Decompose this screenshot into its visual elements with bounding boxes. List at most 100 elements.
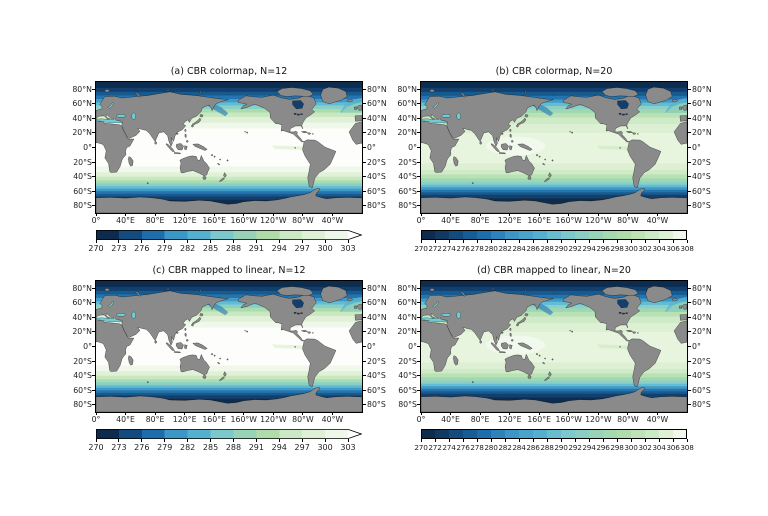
ocean-band bbox=[96, 315, 362, 322]
colorbar-tick-mark bbox=[490, 439, 492, 442]
y-tick-label-right: 40°N bbox=[692, 312, 712, 322]
colorbar-tick-label: 302 bbox=[638, 443, 652, 452]
colorbar-tick-label: 272 bbox=[428, 443, 442, 452]
ocean-feature bbox=[666, 301, 687, 312]
colorbar-tick-label: 286 bbox=[526, 244, 540, 253]
colorbar-tick-label: 297 bbox=[294, 443, 310, 452]
colorbar-tick-label: 300 bbox=[317, 443, 333, 452]
y-tick-label-left: 80°N bbox=[72, 84, 92, 94]
colorbar-outline bbox=[96, 230, 362, 240]
y-tick-mark-left bbox=[417, 176, 420, 178]
y-tick-mark-left bbox=[92, 375, 95, 377]
ocean-band bbox=[96, 166, 362, 173]
y-tick-mark-right bbox=[688, 190, 691, 192]
colorbar-tick-mark bbox=[574, 240, 576, 243]
ocean-feature bbox=[666, 102, 687, 113]
y-tick-mark-right bbox=[688, 205, 691, 207]
colorbar-tick-mark bbox=[476, 240, 478, 243]
x-tick-label: 80°E bbox=[470, 415, 490, 424]
y-tick-label-left: 60°S bbox=[398, 186, 417, 196]
y-tick-mark-right bbox=[688, 360, 691, 362]
x-tick-mark bbox=[302, 213, 304, 216]
y-tick-mark-left bbox=[92, 404, 95, 406]
colorbar-extend-arrow bbox=[348, 230, 362, 240]
ocean-band bbox=[421, 383, 687, 387]
colorbar-tick-mark bbox=[324, 439, 326, 442]
ocean-band bbox=[96, 188, 362, 192]
y-tick-mark-left bbox=[92, 360, 95, 362]
y-tick-mark-right bbox=[688, 302, 691, 304]
x-tick-label: 40°E bbox=[441, 216, 460, 225]
y-tick-label-right: 20°S bbox=[367, 157, 386, 167]
y-tick-mark-left bbox=[417, 346, 420, 347]
ocean-band bbox=[421, 323, 687, 333]
x-tick-label: 80°E bbox=[470, 216, 490, 225]
colorbar-tick-mark bbox=[278, 240, 280, 243]
y-tick-label-right: 40°S bbox=[692, 371, 711, 381]
colorbar-tick-label: 284 bbox=[512, 244, 526, 253]
panel-d-title: (d) CBR mapped to linear, N=20 bbox=[477, 265, 631, 276]
y-tick-label-right: 80°N bbox=[692, 84, 712, 94]
x-tick-mark bbox=[597, 213, 599, 216]
ocean-band bbox=[96, 186, 362, 189]
y-tick-label-right: 40°S bbox=[367, 371, 386, 381]
ocean-band bbox=[421, 87, 687, 93]
panel-a: (a) CBR colormap, N=12 80°N 80°N 60°N 60°N 4… bbox=[72, 66, 386, 253]
colorbar-tick-label: 290 bbox=[554, 443, 568, 452]
colorbar-tick-label: 303 bbox=[340, 443, 356, 452]
ocean-band bbox=[421, 174, 687, 179]
colorbar-segment bbox=[533, 230, 548, 240]
y-tick-label-left: 60°N bbox=[397, 298, 417, 308]
colorbar-segment bbox=[659, 230, 674, 240]
colorbar-tick-mark bbox=[164, 439, 166, 442]
y-tick-mark-right bbox=[688, 287, 691, 289]
colorbar-tick-label: 308 bbox=[680, 244, 694, 253]
x-tick-mark bbox=[420, 213, 422, 216]
ocean-feature bbox=[596, 145, 628, 151]
y-tick-mark-right bbox=[363, 302, 366, 304]
ocean-band bbox=[96, 294, 362, 299]
y-tick-label-right: 20°N bbox=[367, 327, 387, 337]
colorbar-tick-label: 272 bbox=[428, 244, 442, 253]
x-tick-label: 120°W bbox=[585, 415, 612, 424]
y-tick-mark-right bbox=[688, 404, 691, 406]
y-tick-mark-left bbox=[92, 205, 95, 207]
colorbar-segment bbox=[505, 230, 520, 240]
y-tick-mark-left bbox=[417, 375, 420, 377]
ocean-feature bbox=[486, 335, 546, 355]
ocean-band bbox=[421, 362, 687, 370]
x-tick-mark bbox=[95, 213, 97, 216]
x-tick-label: 160°E bbox=[202, 415, 227, 424]
y-tick-label-right: 20°N bbox=[692, 327, 712, 337]
colorbar-tick-label: 294 bbox=[271, 443, 287, 452]
colorbar-tick-label: 270 bbox=[414, 244, 428, 253]
colorbar-tick-mark bbox=[210, 240, 212, 243]
colorbar-tick-mark bbox=[504, 439, 506, 442]
colorbar-extend-arrow bbox=[348, 429, 362, 439]
x-tick-label: 80°E bbox=[145, 216, 165, 225]
y-tick-mark-left bbox=[92, 302, 95, 304]
ocean-band bbox=[421, 377, 687, 381]
y-tick-label-left: 40°N bbox=[72, 113, 92, 123]
y-tick-label-left: 80°N bbox=[397, 84, 417, 94]
colorbar-segment bbox=[449, 230, 464, 240]
colorbar-tick-mark bbox=[255, 240, 257, 243]
y-tick-mark-left bbox=[417, 161, 420, 163]
colorbar-tick-mark bbox=[518, 240, 520, 243]
y-tick-label-left: 40°S bbox=[73, 172, 92, 182]
y-tick-mark-right bbox=[363, 360, 366, 362]
colorbar-tick-mark bbox=[672, 240, 674, 243]
colorbar-tick-mark bbox=[232, 240, 234, 243]
x-tick-label: 80°E bbox=[145, 415, 165, 424]
x-tick-mark bbox=[243, 213, 245, 216]
y-tick-mark-left bbox=[92, 117, 95, 119]
ocean-band bbox=[96, 321, 362, 328]
colorbar-tick-mark bbox=[462, 439, 464, 442]
colorbar-tick-label: 273 bbox=[111, 244, 127, 253]
x-tick-label: 0° bbox=[416, 216, 426, 225]
y-tick-mark-left bbox=[92, 161, 95, 163]
colorbar-segment bbox=[233, 429, 257, 439]
colorbar-tick-mark bbox=[644, 439, 646, 442]
y-tick-label-left: 20°S bbox=[73, 157, 92, 167]
ocean-band bbox=[421, 386, 687, 389]
